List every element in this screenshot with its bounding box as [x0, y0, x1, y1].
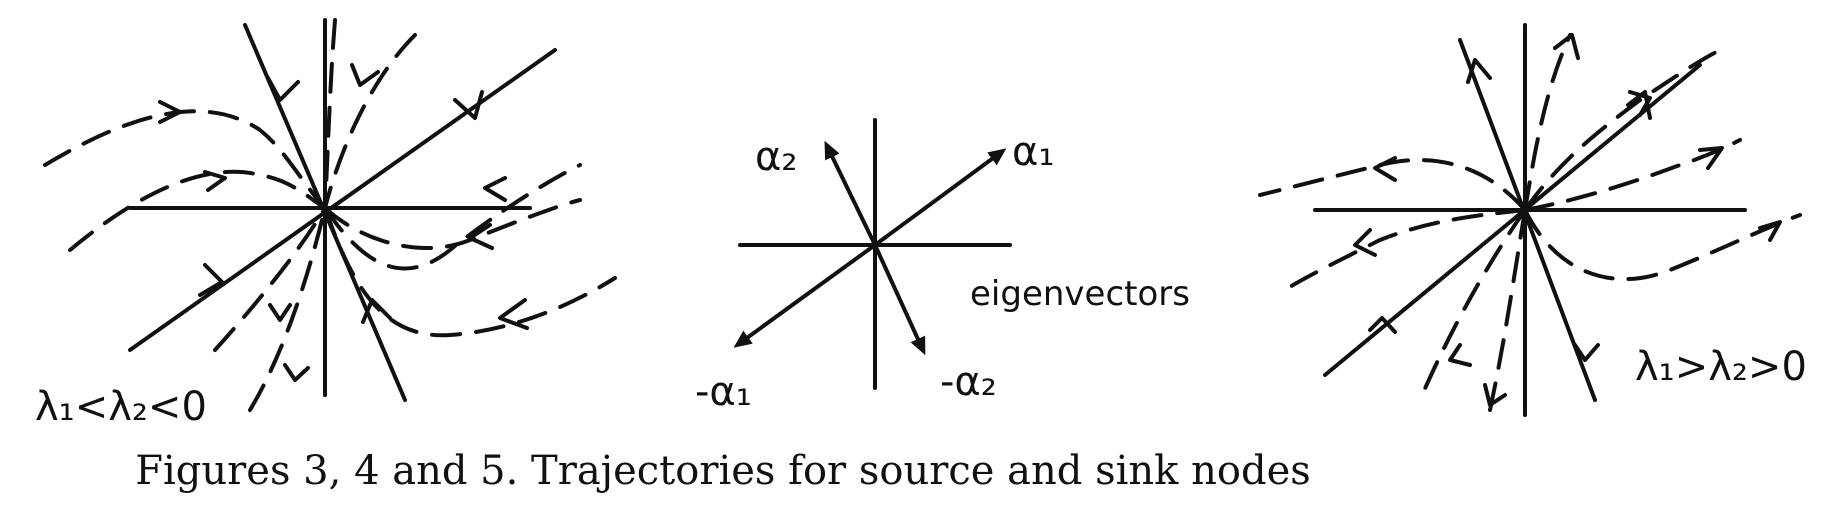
arrow-in: [198, 263, 224, 297]
trajectory: [323, 206, 617, 338]
fig5-eigenvalue-label: λ₁>λ₂>0: [1635, 344, 1807, 390]
arrow-in: [361, 298, 392, 324]
alpha2-vector: [824, 140, 877, 247]
trajectory: [1488, 208, 1527, 412]
alpha2-label: α₂: [755, 134, 797, 180]
arrow-right-icon: [158, 100, 182, 124]
eigenvectors-label: eigenvectors: [970, 274, 1190, 314]
arrow-right-icon: [203, 170, 227, 192]
arrow-left-icon: [468, 223, 494, 250]
arrow-out: [1448, 343, 1472, 367]
alpha1-label: α₁: [1012, 129, 1054, 175]
arrow-right-icon: [1628, 90, 1652, 117]
neg-alpha2-vector: [873, 243, 926, 356]
arrow-in: [350, 63, 380, 87]
arrow-in: [283, 363, 310, 382]
arrow-out: [1553, 33, 1580, 60]
trajectory: [1523, 208, 1802, 282]
arrow-left-icon: [1373, 156, 1397, 182]
arrow-out: [1483, 383, 1507, 407]
alpha1-vector: [873, 148, 1007, 247]
trajectory: [1523, 48, 1722, 212]
trajectory: [323, 33, 417, 210]
arrow-in: [453, 90, 484, 120]
trajectory: [248, 206, 327, 412]
trajectory: [323, 163, 582, 271]
trajectory: [43, 109, 327, 210]
trajectory: [1258, 158, 1527, 212]
arrow-left-icon: [483, 176, 507, 202]
arrow-out: [1368, 316, 1397, 334]
arrow-out: [1626, 90, 1652, 120]
neg-alpha2-label: -α₂: [940, 359, 997, 405]
arrow-in: [268, 303, 292, 322]
arrow-left-icon: [1353, 228, 1377, 257]
source-node-diagram: λ₁>λ₂>0: [1258, 23, 1807, 417]
eigenline-1: [128, 48, 557, 352]
trajectory: [1283, 208, 1527, 292]
trajectory: [1418, 208, 1527, 402]
figure-caption: Figures 3, 4 and 5. Trajectories for sou…: [135, 448, 1311, 494]
arrow-right-icon: [1698, 146, 1724, 170]
trajectory: [1523, 138, 1742, 212]
eigenvector-diagram: α₁ α₂ -α₁ -α₂ eigenvectors: [695, 118, 1190, 415]
trajectory: [1523, 33, 1572, 212]
trajectory: [68, 169, 327, 252]
arrow-out: [1573, 343, 1600, 362]
trajectory: [213, 206, 327, 352]
eigenline-2: [1458, 38, 1597, 402]
arrow-out: [1466, 58, 1492, 84]
neg-alpha1-vector: [733, 243, 877, 348]
trajectory: [323, 18, 337, 210]
arrow-in: [266, 76, 300, 102]
arrow-right-icon: [1758, 220, 1782, 242]
sink-node-diagram: λ₁<λ₂<0: [35, 18, 617, 430]
arrow-left-icon: [498, 298, 529, 330]
neg-alpha1-label: -α₁: [695, 369, 752, 415]
fig3-eigenvalue-label: λ₁<λ₂<0: [35, 384, 207, 430]
